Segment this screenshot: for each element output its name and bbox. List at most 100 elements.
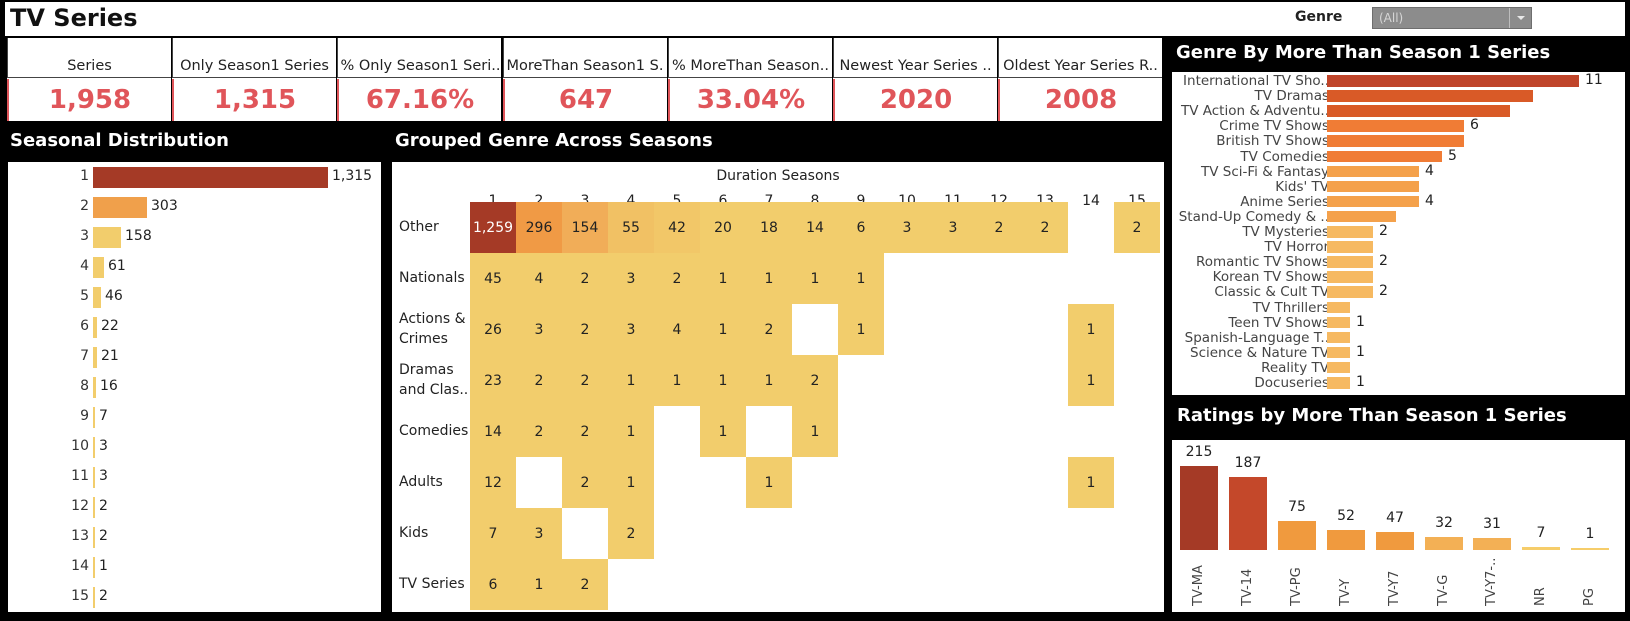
season-bar[interactable] (93, 227, 121, 248)
season-bar[interactable] (93, 167, 328, 188)
heatmap-cell[interactable]: 2 (654, 253, 700, 304)
heatmap-cell[interactable]: 1 (700, 406, 746, 457)
heatmap-cell[interactable]: 1 (746, 457, 792, 508)
heatmap-cell[interactable]: 7 (470, 508, 516, 559)
genre-bar[interactable] (1327, 361, 1350, 374)
genre-bar[interactable] (1327, 346, 1350, 359)
season-bar[interactable] (93, 527, 95, 548)
rating-bar[interactable] (1571, 548, 1609, 550)
heatmap-cell[interactable]: 6 (470, 559, 516, 610)
season-bar[interactable] (93, 317, 97, 338)
genre-bar[interactable] (1327, 241, 1373, 253)
genre-bar[interactable] (1327, 180, 1419, 193)
heatmap-cell[interactable]: 45 (470, 253, 516, 304)
heatmap-cell[interactable]: 1 (700, 304, 746, 355)
genre-bar[interactable] (1327, 135, 1464, 147)
heatmap-cell[interactable]: 3 (608, 304, 654, 355)
genre-filter-dropdown[interactable]: (All) (1372, 7, 1532, 29)
heatmap-cell[interactable]: 1 (838, 304, 884, 355)
heatmap-cell[interactable]: 2 (562, 253, 608, 304)
season-bar[interactable] (93, 377, 96, 398)
heatmap-cell[interactable]: 2 (516, 406, 562, 457)
heatmap-cell[interactable]: 1 (608, 406, 654, 457)
rating-bar[interactable] (1425, 537, 1463, 550)
heatmap-cell[interactable]: 1 (838, 253, 884, 304)
genre-bar[interactable] (1327, 75, 1579, 87)
rating-bar[interactable] (1278, 521, 1316, 550)
rating-bar[interactable] (1327, 530, 1365, 550)
heatmap-cell[interactable]: 14 (792, 202, 838, 253)
heatmap-cell[interactable]: 1 (608, 457, 654, 508)
heatmap-cell[interactable]: 1 (700, 253, 746, 304)
season-bar[interactable] (93, 497, 95, 518)
season-bar[interactable] (93, 347, 97, 368)
heatmap-cell[interactable]: 4 (516, 253, 562, 304)
heatmap-cell[interactable]: 18 (746, 202, 792, 253)
rating-bar[interactable] (1180, 466, 1218, 550)
heatmap-cell[interactable]: 6 (838, 202, 884, 253)
heatmap-cell[interactable]: 1 (1068, 457, 1114, 508)
heatmap-cell[interactable]: 2 (608, 508, 654, 559)
season-bar[interactable] (93, 287, 101, 308)
heatmap-cell[interactable]: 1 (608, 355, 654, 406)
heatmap-cell[interactable]: 42 (654, 202, 700, 253)
season-bar[interactable] (93, 257, 104, 278)
season-bar[interactable] (93, 437, 95, 458)
genre-bar[interactable] (1327, 120, 1464, 132)
season-bar[interactable] (93, 407, 95, 428)
heatmap-cell[interactable]: 1,259 (470, 202, 516, 253)
heatmap-cell[interactable]: 1 (746, 253, 792, 304)
genre-bar[interactable] (1327, 256, 1373, 268)
season-bar[interactable] (93, 587, 95, 608)
genre-bar[interactable] (1327, 90, 1533, 102)
heatmap-cell[interactable]: 20 (700, 202, 746, 253)
genre-bar[interactable] (1327, 271, 1373, 283)
rating-bar[interactable] (1522, 547, 1560, 550)
heatmap-cell[interactable]: 23 (470, 355, 516, 406)
heatmap-cell[interactable]: 1 (516, 559, 562, 610)
genre-bar[interactable] (1327, 301, 1350, 313)
genre-bar[interactable] (1327, 286, 1373, 298)
genre-bar[interactable] (1327, 105, 1510, 117)
heatmap-cell[interactable]: 3 (884, 202, 930, 253)
heatmap-cell[interactable]: 2 (562, 559, 608, 610)
heatmap-cell[interactable]: 2 (1114, 202, 1160, 253)
genre-bar[interactable] (1327, 210, 1396, 223)
rating-bar[interactable] (1229, 477, 1267, 550)
heatmap-cell[interactable]: 2 (516, 355, 562, 406)
heatmap-cell[interactable]: 1 (792, 253, 838, 304)
genre-bar[interactable] (1327, 195, 1419, 208)
heatmap-cell[interactable]: 154 (562, 202, 608, 253)
heatmap-cell[interactable]: 2 (1022, 202, 1068, 253)
genre-bar[interactable] (1327, 316, 1350, 329)
season-bar[interactable] (93, 467, 95, 488)
heatmap-cell[interactable]: 2 (562, 355, 608, 406)
genre-bar[interactable] (1327, 150, 1442, 162)
heatmap-cell[interactable]: 26 (470, 304, 516, 355)
heatmap-cell[interactable]: 2 (562, 457, 608, 508)
chevron-down-icon[interactable] (1509, 8, 1531, 28)
heatmap-cell[interactable]: 2 (792, 355, 838, 406)
rating-bar[interactable] (1473, 538, 1511, 550)
heatmap-cell[interactable]: 3 (516, 304, 562, 355)
heatmap-cell[interactable]: 1 (1068, 304, 1114, 355)
genre-bar[interactable] (1327, 331, 1350, 344)
heatmap-cell[interactable]: 1 (700, 355, 746, 406)
heatmap-cell[interactable]: 1 (746, 355, 792, 406)
genre-bar[interactable] (1327, 377, 1350, 389)
heatmap-cell[interactable]: 1 (1068, 355, 1114, 406)
season-bar[interactable] (93, 557, 95, 578)
heatmap-cell[interactable]: 2 (976, 202, 1022, 253)
heatmap-cell[interactable]: 3 (608, 253, 654, 304)
heatmap-cell[interactable]: 3 (516, 508, 562, 559)
heatmap-cell[interactable]: 2 (562, 304, 608, 355)
heatmap-cell[interactable]: 55 (608, 202, 654, 253)
heatmap-cell[interactable]: 4 (654, 304, 700, 355)
heatmap-cell[interactable]: 1 (654, 355, 700, 406)
rating-bar[interactable] (1376, 532, 1414, 550)
heatmap-cell[interactable]: 3 (930, 202, 976, 253)
heatmap-cell[interactable]: 14 (470, 406, 516, 457)
genre-bar[interactable] (1327, 226, 1373, 238)
heatmap-cell[interactable]: 1 (792, 406, 838, 457)
heatmap-cell[interactable]: 2 (746, 304, 792, 355)
